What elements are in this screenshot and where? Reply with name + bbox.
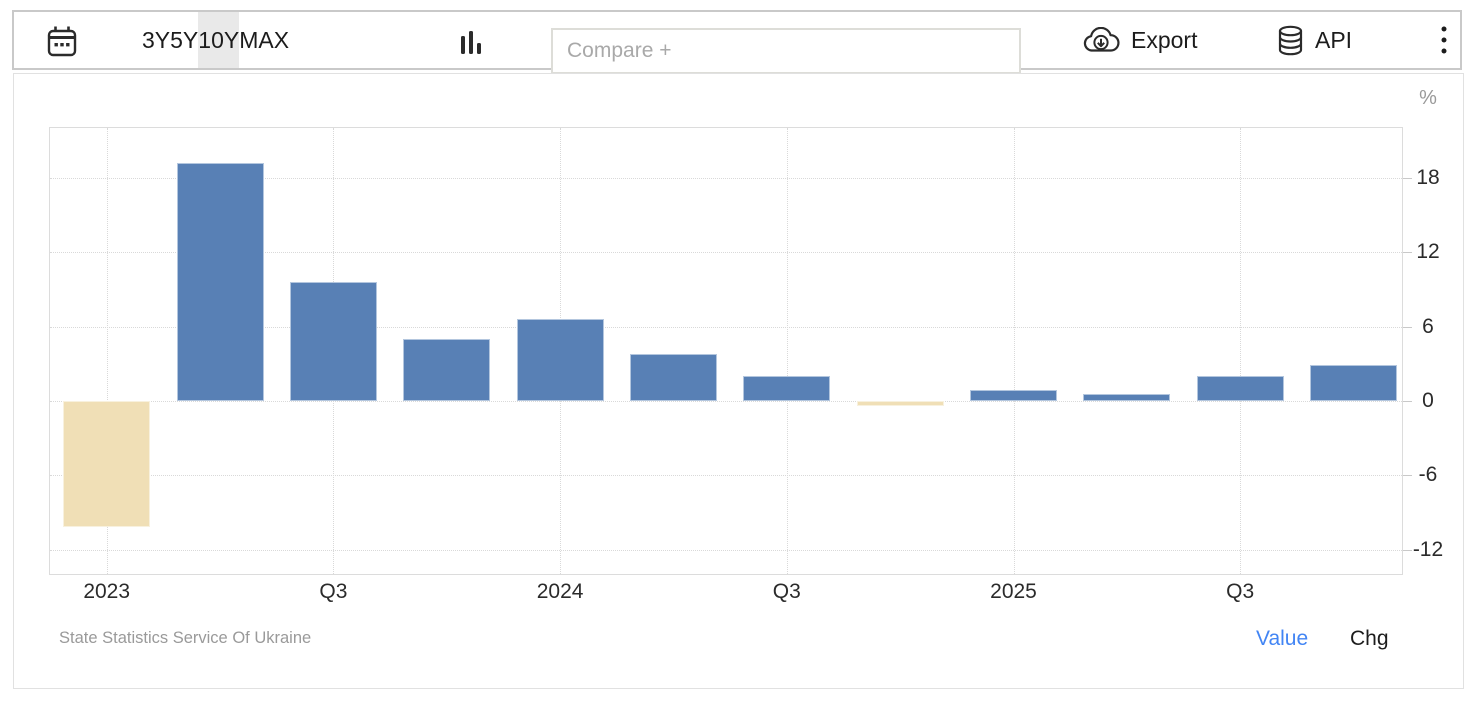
x-axis-label: 2023 [83, 580, 131, 603]
y-gridline [50, 326, 1402, 328]
range-button-3y[interactable]: 3Y [142, 12, 170, 68]
y-axis-label: -6 [1418, 463, 1438, 487]
y-gridline [50, 549, 1402, 551]
bar[interactable] [1310, 365, 1398, 401]
bar[interactable] [856, 401, 944, 406]
bar[interactable] [743, 376, 831, 401]
chg-toggle[interactable]: Chg [1350, 627, 1389, 650]
y-axis-tick [1403, 401, 1412, 402]
column-chart-icon [461, 31, 481, 54]
api-label: API [1315, 26, 1353, 53]
x-axis-label: Q3 [1226, 580, 1255, 603]
y-gridline [50, 252, 1402, 254]
api-button[interactable]: API [1277, 12, 1352, 68]
database-icon [1278, 25, 1303, 55]
y-gridline [50, 475, 1402, 477]
chart-type-button[interactable] [457, 24, 491, 58]
range-button-10y[interactable]: 10Y [198, 12, 240, 68]
y-axis-label: -12 [1412, 537, 1444, 561]
compare-input[interactable] [551, 28, 1021, 74]
y-axis-tick [1403, 475, 1412, 477]
range-button-5y[interactable]: 5Y [170, 12, 198, 68]
export-button[interactable]: Export [1082, 12, 1197, 68]
x-axis-label: Q3 [772, 580, 801, 603]
calendar-icon [47, 26, 77, 57]
bar[interactable] [289, 282, 377, 401]
x-gridline [786, 128, 788, 574]
y-axis-tick [1403, 252, 1412, 254]
x-axis-label: 2024 [536, 580, 584, 603]
y-axis-tick [1403, 326, 1412, 328]
bar[interactable] [403, 339, 491, 401]
y-axis-label: 6 [1422, 314, 1434, 338]
range-selector: 3Y 5Y 10Y MAX [142, 12, 289, 68]
plot-area [49, 127, 1403, 575]
bar[interactable] [176, 163, 264, 401]
bar[interactable] [1083, 393, 1171, 401]
y-axis-label: 18 [1416, 166, 1440, 190]
bar[interactable] [516, 319, 604, 401]
export-label: Export [1131, 26, 1198, 53]
y-axis-label: 12 [1416, 240, 1440, 264]
calendar-button[interactable] [44, 24, 80, 60]
kebab-icon [1441, 26, 1447, 54]
y-axis-tick [1403, 549, 1412, 551]
y-gridline [50, 178, 1402, 180]
x-gridline [106, 128, 108, 574]
y-axis-label: 0 [1422, 389, 1434, 412]
bar[interactable] [970, 389, 1057, 401]
x-gridline [1013, 128, 1015, 574]
x-gridline [1240, 128, 1242, 574]
y-axis-tick [1403, 178, 1412, 180]
unit-label: % [1419, 87, 1437, 109]
value-toggle[interactable]: Value [1256, 627, 1309, 650]
bar[interactable] [63, 401, 151, 528]
y-gridline [50, 401, 1402, 402]
bar[interactable] [1196, 376, 1284, 401]
source-label: State Statistics Service Of Ukraine [59, 629, 312, 647]
range-button-max[interactable]: MAX [239, 12, 289, 68]
cloud-download-icon [1083, 26, 1120, 52]
kebab-menu-button[interactable] [1426, 12, 1462, 68]
bar[interactable] [629, 353, 717, 401]
x-axis-label: 2025 [990, 580, 1037, 603]
x-axis-label: Q3 [319, 580, 348, 603]
